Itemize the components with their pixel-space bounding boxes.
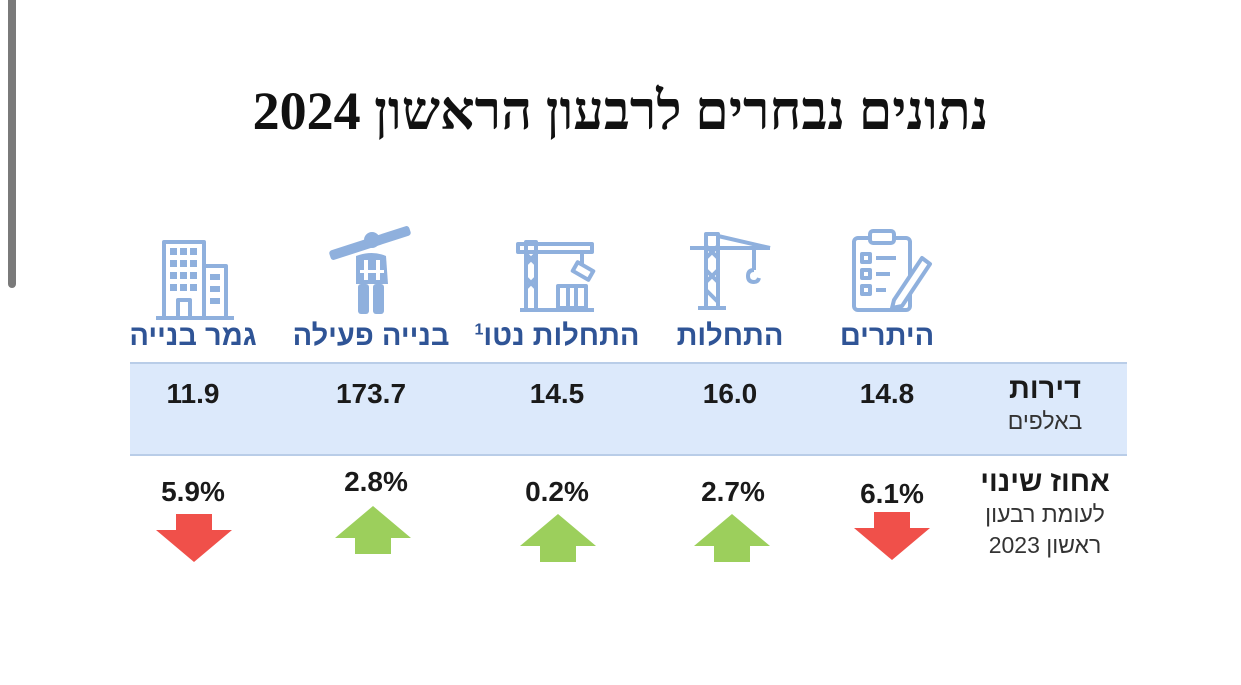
row-header-apartments-unit: באלפים [1007,408,1083,434]
column-label-active-construction: בנייה פעילה [292,320,450,352]
up-arrow-icon [694,514,770,562]
value-active-construction: 173.7 [335,378,407,409]
column-label-completions: גמר בנייה [129,320,257,352]
row-header-change: אחוז שינוי לעומת רבעון ראשון 2023 [960,466,1130,561]
value-completions: 11.9 [166,378,220,409]
up-arrow-icon [335,506,411,554]
footnote-marker: 1 [474,321,484,339]
scroll-indicator[interactable] [8,0,16,288]
page-title: נתונים נבחרים לרבעון הראשון 2024 [252,81,989,141]
permit-clipboard-icon [852,229,932,312]
change-completions: 5.9% [161,476,225,507]
down-arrow-icon [854,512,930,560]
row-header-change-label: אחוז שינוי [980,466,1110,498]
value-permits: 14.8 [859,378,915,409]
change-permits: 6.1% [860,478,924,509]
column-label-net-starts: התחלות נטו1 [474,320,640,352]
row-header-change-sub1: לעומת רבעון [985,501,1105,527]
change-starts: 2.7% [701,476,765,507]
column-label-starts: התחלות [676,320,784,352]
change-net-starts: 0.2% [525,476,589,507]
crane-building-icon [516,240,596,312]
row-header-change-sub2: ראשון 2023 [988,532,1102,559]
tower-crane-icon [690,232,771,310]
row-header-apartments-label: דירות [1009,373,1081,405]
completed-building-icon [156,240,234,320]
down-arrow-icon [156,514,232,562]
value-starts: 16.0 [702,378,758,409]
column-label-permits: היתרים [839,320,935,352]
value-net-starts: 14.5 [529,378,585,409]
apartments-row-band [130,362,1127,456]
row-header-apartments: דירות באלפים [960,373,1130,437]
change-active-construction: 2.8% [344,466,408,497]
construction-worker-icon [329,226,411,314]
up-arrow-icon [520,514,596,562]
